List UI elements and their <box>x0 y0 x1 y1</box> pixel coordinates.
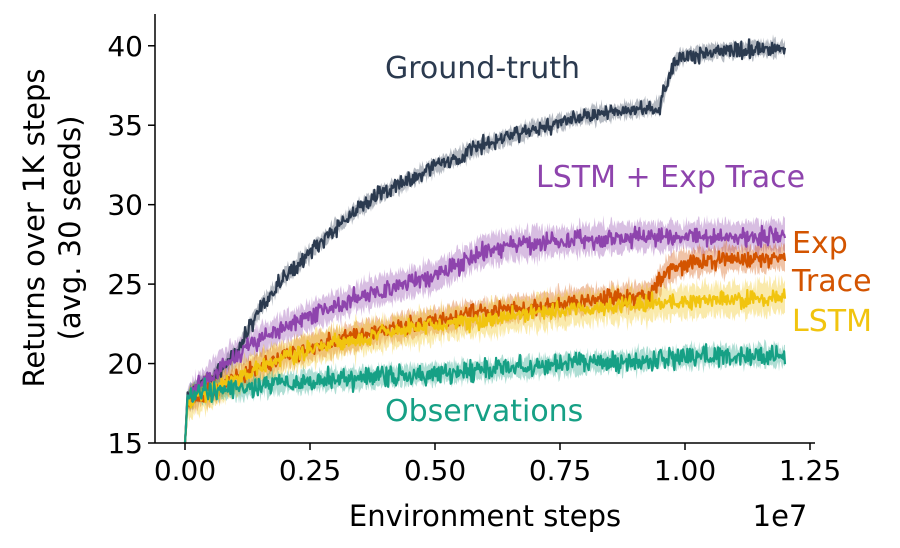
x-tick-label: 1.25 <box>779 454 841 487</box>
x-tick-label: 0.75 <box>529 454 591 487</box>
x-ticks: 0.00 0.25 0.50 0.75 1.00 1.25 <box>154 443 841 487</box>
y-tick-label: 35 <box>107 109 143 142</box>
y-axis-label-line1: Returns over 1K steps <box>17 69 51 388</box>
x-tick-label: 0.25 <box>279 454 341 487</box>
y-axis-label-line2: (avg. 30 seeds) <box>53 116 87 341</box>
series-label-1: LSTM + Exp Trace <box>536 160 805 195</box>
series-label-0: Ground-truth <box>385 51 580 86</box>
x-tick-label: 1.00 <box>654 454 716 487</box>
series-line-1 <box>183 224 787 444</box>
series-label-4: Observations <box>385 394 583 429</box>
series-line-3 <box>183 288 787 444</box>
series-line-0 <box>183 38 787 444</box>
series-label-3: LSTM <box>792 304 872 339</box>
y-tick-label: 15 <box>107 427 143 460</box>
y-tick-label: 20 <box>107 348 143 381</box>
series-label-2: Exp <box>792 226 848 261</box>
x-tick-label: 0.50 <box>404 454 466 487</box>
y-ticks: 15 20 25 30 35 40 <box>107 30 155 460</box>
y-tick-label: 30 <box>107 189 143 222</box>
x-axis-label: Environment steps <box>349 499 621 533</box>
axes <box>154 14 815 444</box>
series-lines <box>183 38 787 444</box>
series-label-2: Trace <box>791 264 872 299</box>
series-band-2 <box>185 238 785 443</box>
x-tick-label: 0.00 <box>154 454 216 487</box>
y-tick-label: 40 <box>107 30 143 63</box>
series-band-3 <box>185 273 785 443</box>
x-offset-label: 1e7 <box>753 499 808 533</box>
series-line-4 <box>183 343 787 444</box>
y-tick-label: 25 <box>107 268 143 301</box>
